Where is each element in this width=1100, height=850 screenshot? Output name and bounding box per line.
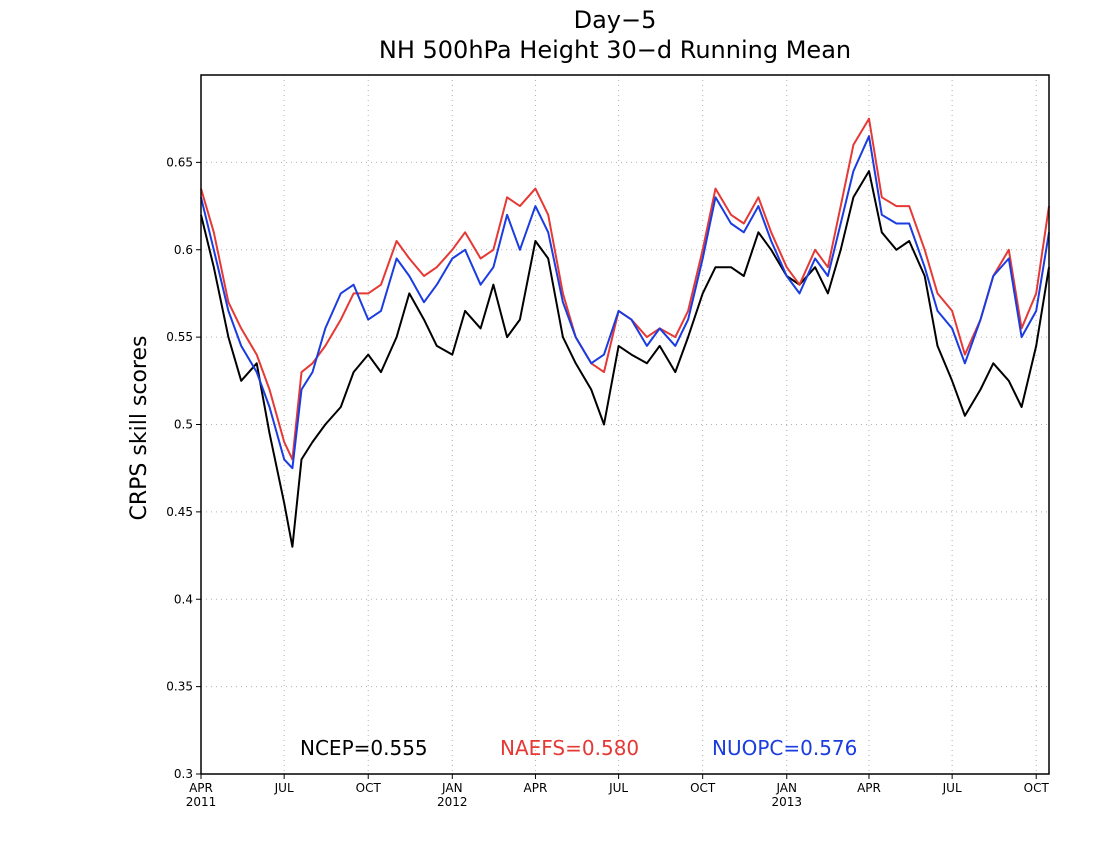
y-tick-label: 0.55 (166, 330, 193, 344)
chart-subtitle: NH 500hPa Height 30−d Running Mean (379, 36, 851, 64)
y-tick-label: 0.35 (166, 680, 193, 694)
plot-frame (200, 74, 1050, 775)
y-tick-label: 0.6 (174, 243, 193, 257)
x-tick-year: 2012 (437, 795, 468, 809)
x-tick-label: OCT (356, 781, 382, 795)
gridlines (201, 75, 1049, 774)
x-tick-label: APR (524, 781, 548, 795)
x-tick-label: JAN (441, 781, 463, 795)
legend-nuopc: NUOPC=0.576 (712, 736, 857, 760)
series-lines (200, 117, 1050, 548)
y-tick-label: 0.5 (174, 418, 193, 432)
x-tick-label: JUL (942, 781, 962, 795)
y-axis-label: CRPS skill scores (127, 336, 152, 521)
x-tick-year: 2013 (771, 795, 802, 809)
x-tick-label: JUL (274, 781, 294, 795)
y-tick-label: 0.4 (174, 592, 193, 606)
legend-ncep: NCEP=0.555 (300, 736, 428, 760)
y-tick-label: 0.3 (174, 767, 193, 781)
chart-title: Day−5 (574, 6, 657, 34)
x-tick-label: OCT (690, 781, 716, 795)
x-tick-label: JUL (608, 781, 628, 795)
x-tick-label: JAN (775, 781, 797, 795)
y-tick-label: 0.65 (166, 155, 193, 169)
series-line-nuopc (200, 135, 1050, 470)
x-tick-year: 2011 (186, 795, 217, 809)
x-tick-label: APR (189, 781, 213, 795)
x-tick-label: APR (857, 781, 881, 795)
series-line-naefs (200, 117, 1050, 461)
legend-naefs: NAEFS=0.580 (500, 736, 639, 760)
y-tick-label: 0.45 (166, 505, 193, 519)
x-tick-label: OCT (1024, 781, 1050, 795)
series-line-ncep (200, 170, 1050, 548)
